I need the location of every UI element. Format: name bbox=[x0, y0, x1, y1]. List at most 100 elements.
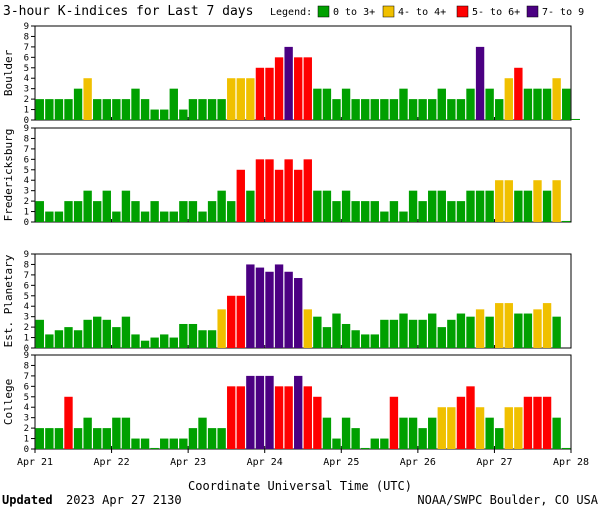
kindex-bar bbox=[523, 190, 533, 222]
kindex-bar bbox=[131, 438, 140, 449]
kindex-bar bbox=[284, 46, 293, 121]
kindex-bar bbox=[542, 88, 552, 120]
kindex-bar bbox=[83, 319, 92, 348]
y-tick-label: 8 bbox=[24, 32, 29, 42]
y-tick-label: 8 bbox=[24, 134, 29, 144]
kindex-bar bbox=[418, 201, 427, 222]
kindex-bar bbox=[504, 78, 513, 120]
kindex-bar bbox=[274, 57, 284, 120]
kindex-bar bbox=[169, 337, 178, 348]
kindex-bar bbox=[54, 428, 64, 449]
kindex-bar bbox=[542, 396, 552, 449]
kindex-bar bbox=[361, 201, 370, 222]
kindex-bar bbox=[408, 99, 418, 120]
x-axis: Apr 21 Apr 22 Apr 23 Apr 24 Apr 25 Apr 26 Apr … bbox=[17, 449, 589, 468]
kindex-bar bbox=[102, 319, 111, 348]
kindex-bar bbox=[35, 428, 44, 449]
panel-label: College bbox=[2, 379, 15, 425]
kindex-bar bbox=[112, 211, 121, 222]
kindex-bar bbox=[332, 438, 341, 449]
kindex-bar bbox=[466, 386, 475, 449]
kindex-bar bbox=[198, 417, 207, 449]
kindex-bar bbox=[466, 88, 475, 120]
kindex-bar bbox=[408, 319, 418, 348]
kindex-bar bbox=[504, 180, 513, 222]
kindex-bar bbox=[255, 375, 265, 449]
kindex-bar bbox=[236, 295, 245, 348]
updated-label: Updated bbox=[2, 493, 53, 507]
kindex-bar bbox=[198, 211, 207, 222]
legend-label: Legend: bbox=[270, 7, 312, 18]
kindex-bar bbox=[361, 334, 370, 348]
kindex-bar bbox=[227, 295, 236, 348]
kindex-bar bbox=[361, 99, 370, 120]
kindex-bar bbox=[93, 99, 102, 120]
kindex-bar bbox=[150, 201, 159, 222]
kindex-bar bbox=[399, 417, 408, 449]
y-tick-label: 1 bbox=[24, 435, 29, 445]
legend-swatch bbox=[456, 5, 469, 18]
kindex-bar bbox=[198, 330, 207, 348]
kindex-bar bbox=[303, 57, 312, 120]
legend-swatch bbox=[382, 5, 395, 18]
kindex-bar bbox=[265, 375, 274, 449]
kindex-bar bbox=[475, 309, 485, 348]
kindex-bar bbox=[45, 334, 54, 348]
kindex-bar bbox=[236, 386, 245, 449]
kindex-bar bbox=[179, 323, 188, 348]
kindex-bar bbox=[351, 99, 360, 120]
kindex-bar bbox=[188, 99, 198, 120]
kindex-bar bbox=[150, 337, 159, 348]
kindex-bar bbox=[447, 319, 456, 348]
kindex-bar bbox=[54, 330, 64, 348]
kindex-bar bbox=[303, 159, 312, 222]
kindex-bar bbox=[246, 190, 255, 222]
kindex-bar bbox=[552, 78, 561, 120]
kindex-bar bbox=[542, 303, 552, 348]
kindex-bar bbox=[514, 67, 523, 120]
legend-entry: 7- to 9 bbox=[542, 7, 584, 18]
kindex-bar bbox=[93, 428, 102, 449]
kindex-bar bbox=[552, 316, 561, 348]
kindex-bar bbox=[437, 327, 446, 348]
x-tick-label: Apr 21 bbox=[17, 457, 53, 468]
y-tick-label: 5 bbox=[24, 393, 29, 403]
panel-label: Boulder bbox=[2, 49, 15, 96]
y-tick-label: 6 bbox=[24, 155, 29, 165]
kindex-bar bbox=[341, 323, 351, 348]
panel-label: Fredericksburg bbox=[2, 129, 15, 222]
kindex-bar bbox=[332, 201, 341, 222]
kindex-bar bbox=[313, 396, 322, 449]
kindex-bar bbox=[456, 201, 466, 222]
kindex-bar bbox=[408, 190, 418, 222]
kindex-bar bbox=[370, 438, 379, 449]
kindex-bar bbox=[562, 447, 571, 449]
y-tick-label: 2 bbox=[24, 424, 29, 434]
kindex-bar bbox=[389, 319, 399, 348]
kindex-bar bbox=[284, 386, 293, 449]
kindex-bar bbox=[428, 99, 437, 120]
kindex-bar bbox=[380, 319, 389, 348]
kindex-bar bbox=[45, 211, 54, 222]
updated-value: 2023 Apr 27 2130 bbox=[66, 493, 182, 507]
kindex-bar bbox=[341, 417, 351, 449]
kindex-bar bbox=[418, 428, 427, 449]
kindex-bar bbox=[140, 211, 150, 222]
kindex-bar bbox=[217, 428, 226, 449]
y-tick-label: 9 bbox=[24, 22, 29, 32]
kindex-bar bbox=[303, 386, 312, 449]
kindex-bar bbox=[112, 327, 121, 348]
kindex-bar bbox=[361, 447, 370, 449]
chart-title: 3-hour K-indices for Last 7 days bbox=[3, 4, 253, 19]
panels: 0123456789Boulder0123456789Fredericksbur… bbox=[2, 22, 580, 455]
source-credit: NOAA/SWPC Boulder, CO USA bbox=[417, 493, 598, 507]
legend-swatch bbox=[526, 5, 539, 18]
legend-entry: 4- to 4+ bbox=[398, 7, 446, 18]
kindex-bar bbox=[179, 109, 188, 120]
kindex-bar bbox=[284, 271, 293, 348]
y-tick-label: 3 bbox=[24, 187, 29, 197]
y-tick-label: 0 bbox=[24, 344, 29, 354]
